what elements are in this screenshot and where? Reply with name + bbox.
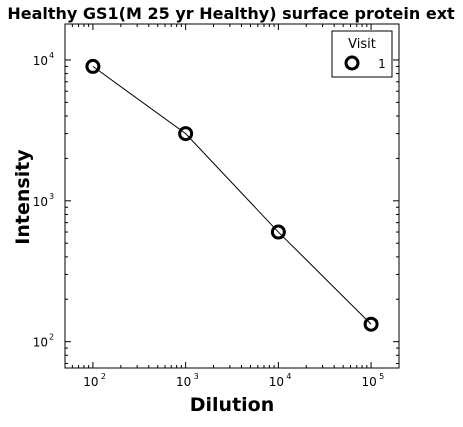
- x-tick-label-exponent: 5: [379, 372, 384, 381]
- y-tick-label-exponent: 2: [49, 333, 54, 342]
- y-tick-label: 10: [33, 54, 48, 68]
- y-tick-label: 10: [33, 195, 48, 209]
- legend-entry-label: 1: [378, 57, 386, 71]
- y-tick-label-exponent: 4: [49, 51, 54, 60]
- legend-title: Visit: [348, 37, 376, 52]
- x-tick-label: 10: [176, 375, 191, 389]
- data-point: [270, 224, 286, 240]
- x-axis-ticks: 10 2 10 3 10 4 10 5: [64, 24, 400, 389]
- x-tick-label-exponent: 4: [286, 372, 291, 381]
- x-tick-label: 10: [361, 375, 376, 389]
- y-tick-label: 10: [33, 336, 48, 350]
- x-tick-label-exponent: 3: [194, 372, 199, 381]
- x-tick-label-exponent: 2: [101, 372, 106, 381]
- plot-frame: [64, 23, 400, 369]
- legend-marker: [344, 55, 360, 71]
- series-line: [92, 65, 372, 325]
- data-point: [85, 58, 101, 74]
- data-point: [363, 316, 379, 332]
- data-point: [178, 126, 194, 142]
- chart-title: Healthy GS1(M 25 yr Healthy) surface pro…: [7, 4, 455, 23]
- legend: Visit 1: [331, 30, 393, 78]
- series-layer: [85, 58, 379, 332]
- x-tick-label: 10: [83, 375, 98, 389]
- y-axis-label: Intensity: [12, 149, 34, 245]
- x-tick-label: 10: [269, 375, 284, 389]
- legend-box: [331, 30, 393, 78]
- y-tick-label-exponent: 3: [49, 192, 54, 201]
- x-axis-label: Dilution: [190, 394, 275, 416]
